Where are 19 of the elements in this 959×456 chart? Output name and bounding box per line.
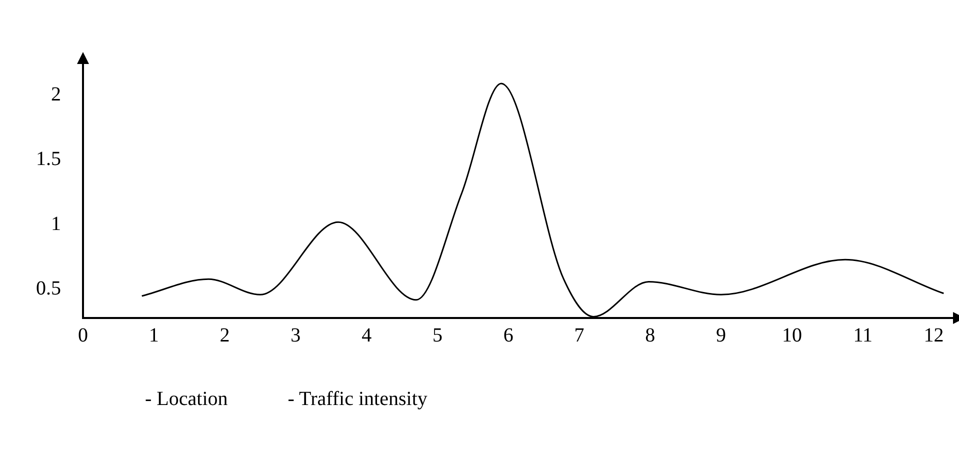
y-tick-label: 1.5: [36, 148, 61, 170]
y-tick-label: 2: [51, 83, 61, 106]
x-tick-label: 11: [853, 324, 872, 346]
x-tick-label: 8: [645, 324, 656, 346]
x-tick-label: 12: [924, 324, 944, 346]
x-tick-label: 4: [362, 324, 372, 346]
x-tick-label: 10: [782, 324, 802, 346]
y-tick-label: 1: [51, 212, 61, 235]
text: - Location: [145, 388, 228, 411]
x-tick-label: 0: [78, 324, 88, 346]
x-tick-label: 3: [290, 324, 301, 346]
y-tick-label: 0.5: [36, 278, 61, 300]
x-tick-label: 6: [503, 324, 514, 346]
text: - Traffic intensity: [288, 388, 428, 411]
x-tick-label: 7: [574, 324, 584, 346]
x-tick-label: 1: [148, 324, 159, 346]
x-tick-label: 9: [716, 324, 726, 346]
x-tick-label: 5: [432, 324, 442, 346]
x-tick-label: 2: [220, 324, 230, 346]
